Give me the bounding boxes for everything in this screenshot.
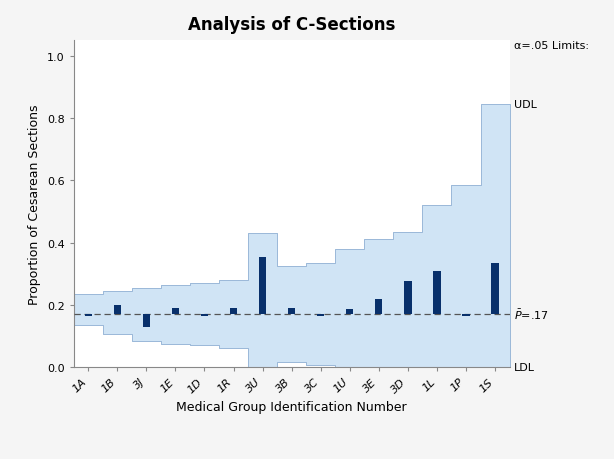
- Bar: [317, 314, 324, 316]
- Bar: [142, 314, 150, 327]
- Bar: [404, 282, 411, 314]
- Bar: [375, 299, 383, 314]
- Text: $\bar{P}$=.17: $\bar{P}$=.17: [514, 308, 549, 321]
- Bar: [201, 314, 208, 316]
- Title: Analysis of C-Sections: Analysis of C-Sections: [188, 16, 395, 34]
- Bar: [288, 308, 295, 314]
- Bar: [114, 305, 121, 314]
- Bar: [85, 314, 92, 316]
- Text: UDL: UDL: [514, 100, 537, 110]
- Bar: [346, 310, 354, 314]
- X-axis label: Medical Group Identification Number: Medical Group Identification Number: [176, 400, 407, 413]
- Text: LDL: LDL: [514, 362, 535, 372]
- Bar: [462, 314, 470, 316]
- Y-axis label: Proportion of Cesarean Sections: Proportion of Cesarean Sections: [28, 104, 41, 304]
- Bar: [433, 271, 441, 314]
- Bar: [230, 308, 237, 314]
- Bar: [172, 308, 179, 314]
- Bar: [491, 263, 499, 314]
- Text: α=.05 Limits:: α=.05 Limits:: [514, 41, 589, 51]
- Bar: [259, 257, 266, 314]
